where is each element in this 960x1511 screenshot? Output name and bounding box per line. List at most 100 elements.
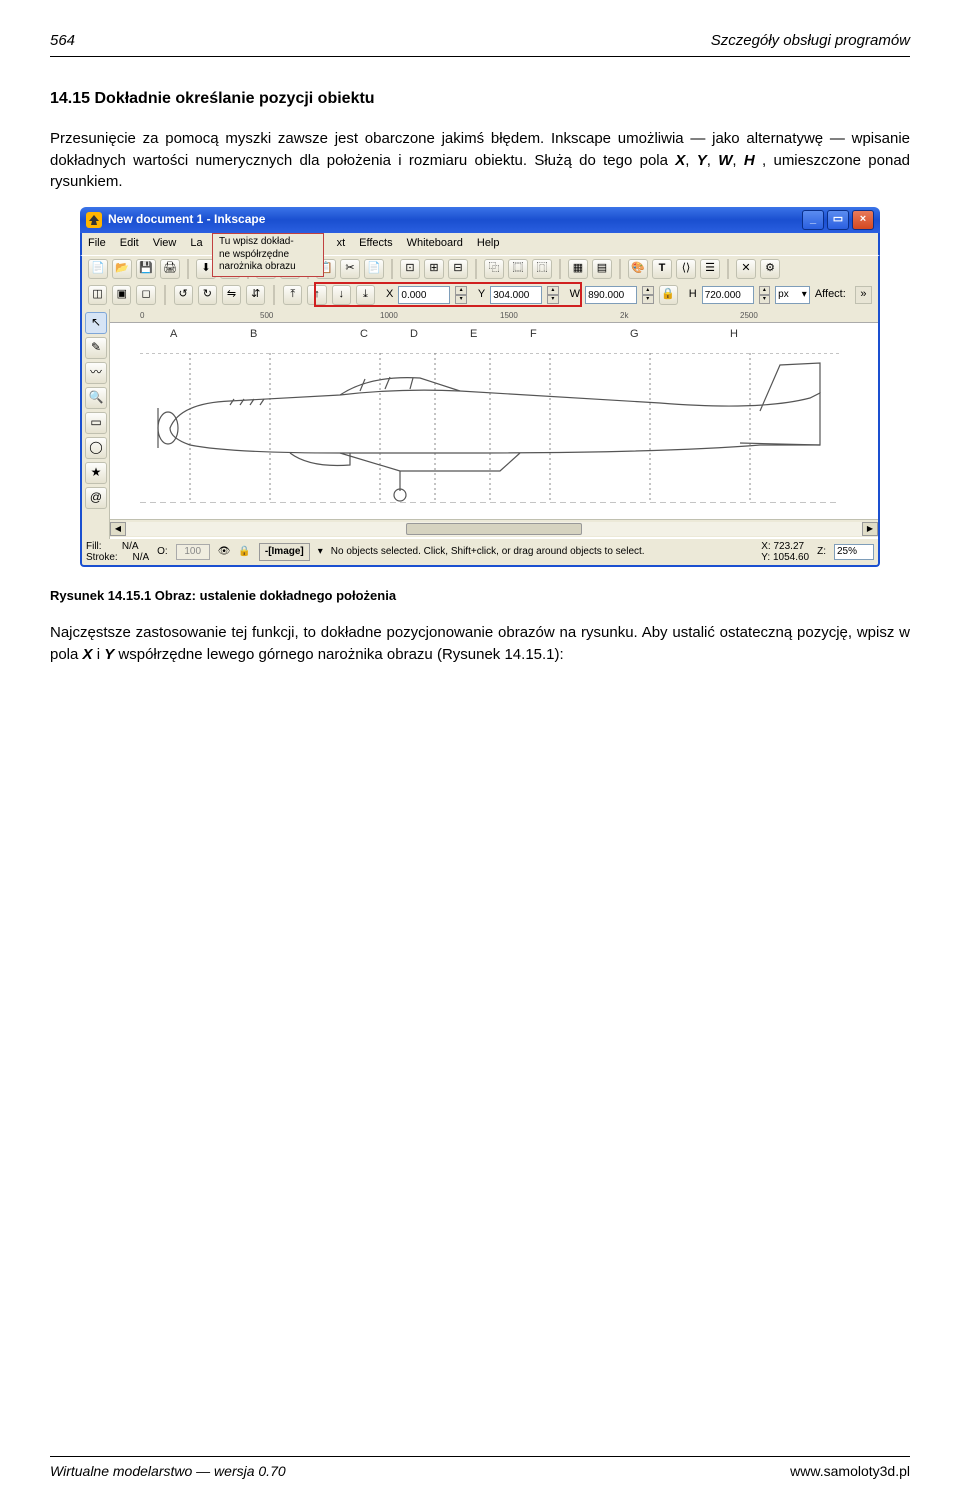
save-icon[interactable]: 💾 [136,259,156,279]
node-tool-icon[interactable]: ✎ [85,337,107,359]
print-icon[interactable]: 🖨 [160,259,180,279]
zoom-sel-icon[interactable]: ⊟ [448,259,468,279]
affect-label: Affect: [815,287,846,303]
prefs-icon[interactable]: ✕ [736,259,756,279]
opacity-input[interactable]: 100 [176,544,210,560]
rotate-cw-icon[interactable]: ↻ [198,285,217,305]
menubar: File Edit View La Tu wpisz dokład- ne ws… [80,233,880,255]
toolbox: ↖ ✎ 〰 🔍 ▭ ◯ ★ @ [82,309,110,539]
raise-icon[interactable]: ↑ [307,285,326,305]
window-title: New document 1 - Inkscape [108,211,265,228]
unit-select[interactable]: px▾ [775,286,810,304]
menu-whiteboard[interactable]: Whiteboard [407,236,463,252]
separator [619,259,621,279]
align-icon[interactable]: ☰ [700,259,720,279]
field-y: Y [104,646,114,663]
layer-selector[interactable]: -[Image] [259,543,310,562]
zoom-fit-icon[interactable]: ⊡ [400,259,420,279]
flip-v-icon[interactable]: ⇵ [246,285,265,305]
lock-aspect-icon[interactable]: 🔒 [659,285,678,305]
guide-b: B [250,327,257,343]
rotate-ccw-icon[interactable]: ↺ [174,285,193,305]
lower-icon[interactable]: ↓ [332,285,351,305]
flip-h-icon[interactable]: ⇋ [222,285,241,305]
guide-c: C [360,327,368,343]
field-x: X [83,646,93,663]
y-input[interactable] [490,286,542,304]
lower-bottom-icon[interactable]: ⤓ [356,285,375,305]
w-spinner[interactable]: ▴▾ [642,286,653,304]
menu-layer[interactable]: La [190,236,202,252]
selection-toolbar: ◫ ▣ ◻ ↺ ↻ ⇋ ⇵ ⤒ ↑ ↓ ⤓ X ▴▾ Y ▴▾ W ▴▾ 🔒 H… [80,281,880,309]
unlink-icon[interactable]: ⿵ [532,259,552,279]
open-icon[interactable]: 📂 [112,259,132,279]
select-layer-icon[interactable]: ▣ [112,285,131,305]
select-all-icon[interactable]: ◫ [88,285,107,305]
group-icon[interactable]: ▦ [568,259,588,279]
field-x: X [675,152,685,169]
star-tool-icon[interactable]: ★ [85,462,107,484]
menu-help[interactable]: Help [477,236,500,252]
eye-icon[interactable]: 👁 [218,545,231,560]
canvas[interactable]: 0 500 1000 1500 2k 2500 A B C D E F G H [110,309,878,539]
scroll-track[interactable] [126,522,862,536]
separator [559,259,561,279]
x-input[interactable] [398,286,450,304]
layer-dropdown-icon[interactable]: ▾ [318,545,323,560]
menu-edit[interactable]: Edit [120,236,139,252]
y-spinner[interactable]: ▴▾ [547,286,558,304]
selector-tool-icon[interactable]: ↖ [85,312,107,334]
fill-icon[interactable]: 🎨 [628,259,648,279]
horizontal-scrollbar[interactable]: ◀ ▶ [110,519,878,537]
minimize-button[interactable]: _ [802,210,824,230]
field-y: Y [697,152,707,169]
guide-e: E [470,327,477,343]
menu-text[interactable]: xt [337,236,346,252]
docprops-icon[interactable]: ⚙ [760,259,780,279]
maximize-button[interactable]: ▭ [827,210,849,230]
xml-icon[interactable]: ⟨⟩ [676,259,696,279]
zoom-tool-icon[interactable]: 🔍 [85,387,107,409]
canvas-area: ↖ ✎ 〰 🔍 ▭ ◯ ★ @ 0 500 1000 1500 2k 2500 … [80,309,880,539]
clone-icon[interactable]: ⿴ [508,259,528,279]
close-button[interactable]: × [852,210,874,230]
duplicate-icon[interactable]: ⿻ [484,259,504,279]
menu-file[interactable]: File [88,236,106,252]
h-input[interactable] [702,286,754,304]
zoom-page-icon[interactable]: ⊞ [424,259,444,279]
page-number: 564 [50,30,75,52]
scroll-left-icon[interactable]: ◀ [110,522,126,536]
menu-effects[interactable]: Effects [359,236,392,252]
rect-tool-icon[interactable]: ▭ [85,412,107,434]
tweak-tool-icon[interactable]: 〰 [85,362,107,384]
opacity-label: O: [157,545,168,560]
scroll-right-icon[interactable]: ▶ [862,522,878,536]
window-buttons: _ ▭ × [802,210,874,230]
chapter-name: Szczegóły obsługi programów [711,30,910,52]
field-h: H [744,152,755,169]
circle-tool-icon[interactable]: ◯ [85,437,107,459]
statusbar: Fill: N/A Stroke: N/A O: 100 👁 🔒 -[Image… [80,539,880,567]
h-spinner[interactable]: ▴▾ [759,286,770,304]
scroll-thumb[interactable] [406,523,583,535]
lock-icon[interactable]: 🔒 [238,545,250,560]
ungroup-icon[interactable]: ▤ [592,259,612,279]
x-label: X [386,287,393,303]
menu-view[interactable]: View [153,236,177,252]
deselect-icon[interactable]: ◻ [136,285,155,305]
zoom-input[interactable]: 25% [834,544,874,560]
paste-icon[interactable]: ✂ [340,259,360,279]
new-icon[interactable]: 📄 [88,259,108,279]
status-message: No objects selected. Click, Shift+click,… [331,545,753,560]
text-icon[interactable]: T [652,259,672,279]
x-spinner[interactable]: ▴▾ [455,286,466,304]
toolbar-more-icon[interactable]: » [855,286,872,304]
drawing-canvas: A B C D E F G H [110,323,878,519]
w-input[interactable] [585,286,637,304]
separator [391,259,393,279]
horizontal-ruler: 0 500 1000 1500 2k 2500 [110,309,878,323]
cut-icon[interactable]: 📄 [364,259,384,279]
section-heading: 14.15 Dokładnie określanie pozycji obiek… [50,87,910,110]
spiral-tool-icon[interactable]: @ [85,487,107,509]
raise-top-icon[interactable]: ⤒ [283,285,302,305]
